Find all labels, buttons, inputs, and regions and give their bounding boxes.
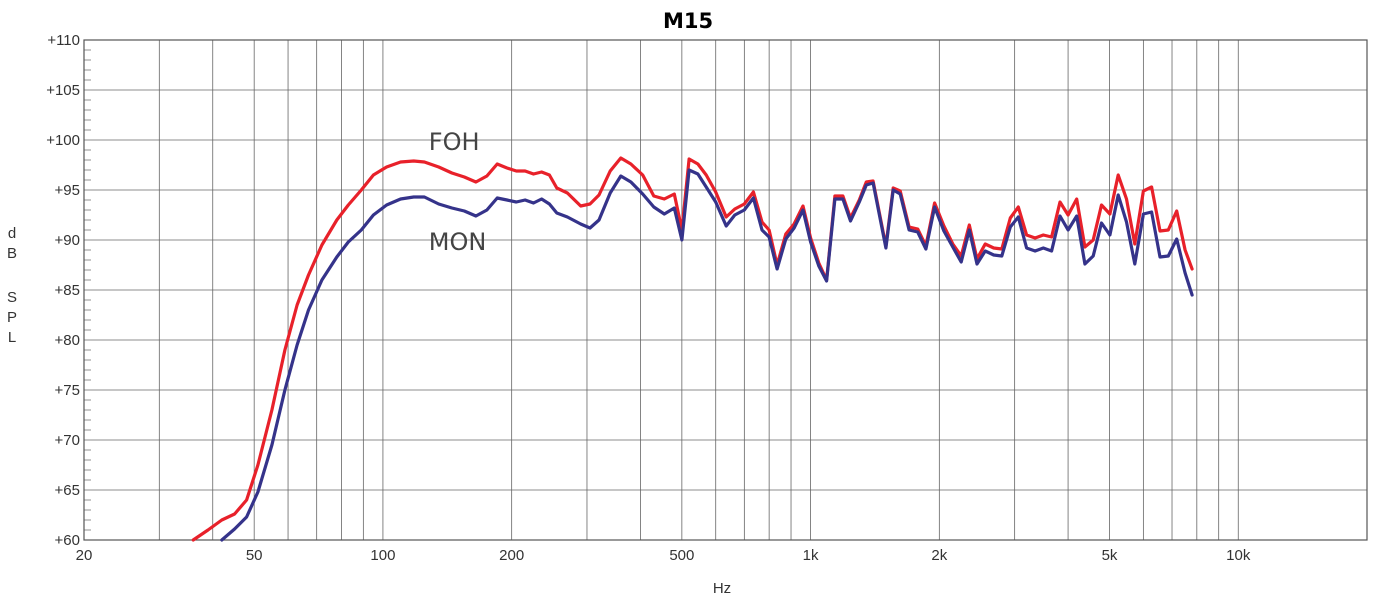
minor-y-ticks <box>84 49 91 531</box>
y-axis-label-letter: L <box>8 329 16 346</box>
x-axis-label: Hz <box>713 580 731 597</box>
y-tick-label: +110 <box>47 32 80 49</box>
x-tick-label: 10k <box>1226 547 1251 564</box>
x-tick-label: 200 <box>499 547 524 564</box>
y-tick-label: +85 <box>55 282 80 299</box>
series-layer <box>191 156 1194 542</box>
plot-frame <box>83 39 1368 541</box>
y-tick-label: +90 <box>55 232 80 249</box>
x-tick-label: 100 <box>370 547 395 564</box>
y-tick-label: +95 <box>55 182 80 199</box>
y-tick-label: +65 <box>55 482 80 499</box>
x-tick-label: 50 <box>246 547 263 564</box>
y-axis-label-letter: B <box>7 245 17 262</box>
annotations: FOH MON <box>429 128 487 256</box>
y-tick-label: +60 <box>55 532 80 549</box>
y-tick-label: +105 <box>46 82 80 99</box>
y-tick-label: +100 <box>46 132 80 149</box>
grid <box>84 39 1367 541</box>
y-tick-label: +70 <box>55 432 80 449</box>
y-axis-label-letter: P <box>7 309 17 326</box>
annotation-foh: FOH <box>429 128 480 156</box>
annotation-mon: MON <box>429 228 487 256</box>
x-tick-label: 500 <box>669 547 694 564</box>
y-axis-label-letter: S <box>7 289 17 306</box>
x-tick-label: 20 <box>76 547 93 564</box>
series-line-mon <box>220 168 1194 542</box>
x-tick-label: 2k <box>931 547 947 564</box>
y-tick-label: +80 <box>55 332 80 349</box>
y-tick-label: +75 <box>55 382 80 399</box>
x-tick-label: 5k <box>1102 547 1118 564</box>
y-axis-label: dB SPL <box>7 225 17 346</box>
x-tick-label: 1k <box>803 547 819 564</box>
chart-title: M15 <box>663 9 713 33</box>
series-line-foh <box>191 156 1194 542</box>
x-tick-labels: 20 50 100 200 500 1k 2k 5k 10k <box>76 547 1251 564</box>
y-axis-label-letter: d <box>8 225 16 242</box>
y-tick-labels: +110 +105 +100 +95 +90 +85 +80 +75 +70 +65 +60 <box>46 32 80 549</box>
